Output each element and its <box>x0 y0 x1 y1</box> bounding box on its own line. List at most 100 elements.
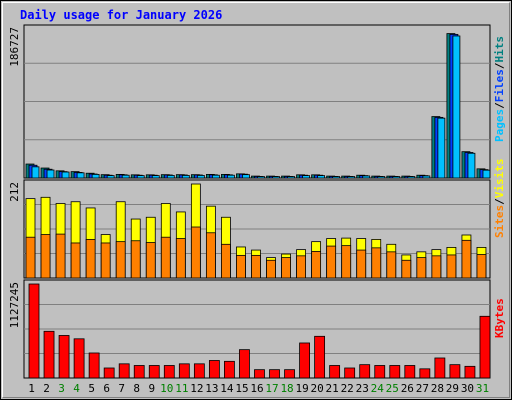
bar-sites-day-31 <box>476 254 487 279</box>
x-tick-label: 19 <box>295 382 308 395</box>
bar-pages-day-24 <box>377 176 386 179</box>
bar-sites-day-7 <box>115 241 126 279</box>
legend-entry: Files <box>493 69 506 102</box>
x-tick-label: 17 <box>265 382 278 395</box>
bar-pages-day-25 <box>392 176 401 179</box>
panel-legend: Sites/Visits <box>493 159 506 239</box>
bar-sites-day-2 <box>40 234 51 279</box>
bar-pages-day-4 <box>76 172 85 179</box>
legend-entry: Visits <box>493 159 506 199</box>
bar-pages-day-22 <box>347 176 356 179</box>
x-tick-label: 21 <box>326 382 339 395</box>
bar-sites-day-28 <box>431 255 442 279</box>
bar-sites-day-6 <box>100 242 111 279</box>
bar-kbytes-day-31 <box>479 315 491 379</box>
bar-kbytes-day-17 <box>269 369 280 379</box>
bar-kbytes-day-11 <box>178 363 190 379</box>
x-tick-label: 8 <box>133 382 140 395</box>
x-tick-label: 24 <box>371 382 385 395</box>
bar-pages-day-31 <box>482 169 491 179</box>
bar-pages-day-6 <box>106 175 115 179</box>
x-tick-label: 16 <box>250 382 263 395</box>
bar-pages-day-20 <box>317 175 326 179</box>
x-tick-label: 14 <box>220 382 234 395</box>
x-tick-label: 30 <box>461 382 474 395</box>
x-tick-label: 3 <box>58 382 65 395</box>
x-tick-label: 10 <box>160 382 173 395</box>
bar-pages-day-18 <box>287 176 295 179</box>
bar-pages-day-21 <box>332 176 341 179</box>
x-tick-label: 29 <box>446 382 459 395</box>
bar-sites-day-13 <box>205 232 216 279</box>
x-tick-label: 9 <box>148 382 155 395</box>
bar-sites-day-20 <box>311 250 322 279</box>
bar-kbytes-day-22 <box>344 367 356 379</box>
legend-entry: / <box>493 62 506 69</box>
x-tick-label: 25 <box>386 382 399 395</box>
bar-pages-day-5 <box>91 174 100 179</box>
bar-pages-day-1 <box>31 166 40 179</box>
bar-sites-day-16 <box>251 254 261 279</box>
bar-sites-day-23 <box>356 249 367 279</box>
bar-pages-day-7 <box>121 174 130 179</box>
bar-sites-day-29 <box>446 254 457 279</box>
legend-entry: Hits <box>493 36 506 63</box>
chart-title: Daily usage for January 2026 <box>20 8 223 22</box>
bar-pages-day-23 <box>362 175 371 179</box>
x-tick-label: 13 <box>205 382 218 395</box>
x-tick-label: 31 <box>476 382 489 395</box>
x-tick-label: 2 <box>43 382 50 395</box>
bar-kbytes-day-26 <box>404 365 416 379</box>
bar-kbytes-day-16 <box>254 369 265 379</box>
bar-pages-day-9 <box>151 175 160 179</box>
axis-max-label: 186727 <box>8 27 21 67</box>
bar-sites-day-19 <box>296 255 306 279</box>
bar-kbytes-day-29 <box>449 364 461 379</box>
bar-sites-day-22 <box>341 245 352 279</box>
bar-sites-day-14 <box>221 243 231 279</box>
bar-sites-day-12 <box>190 226 201 279</box>
bar-pages-day-11 <box>181 175 190 179</box>
x-tick-label: 5 <box>88 382 95 395</box>
bar-kbytes-day-1 <box>28 283 40 379</box>
bar-kbytes-day-15 <box>239 349 250 379</box>
axis-max-label: 1127245 <box>8 282 21 328</box>
legend-entry: Sites <box>493 205 506 238</box>
bar-pages-day-17 <box>272 176 280 179</box>
legend-entry: Pages <box>493 109 506 142</box>
bar-pages-day-2 <box>46 169 55 179</box>
bar-pages-day-14 <box>227 174 235 179</box>
bar-kbytes-day-18 <box>284 369 295 379</box>
bar-kbytes-day-30 <box>464 365 476 379</box>
bar-sites-day-8 <box>130 240 141 279</box>
x-tick-label: 15 <box>235 382 248 395</box>
x-axis-labels: 1 2 3 4 5 6 7 8 9 10 11 12 13 14 15 16 17 18 19 20 21 22 23 24 2… <box>28 382 489 395</box>
bar-pages-day-26 <box>407 176 416 179</box>
x-tick-label: 4 <box>73 382 80 395</box>
bar-pages-day-8 <box>136 175 145 179</box>
x-tick-label: 6 <box>103 382 110 395</box>
bar-pages-day-15 <box>242 174 250 179</box>
bar-sites-day-4 <box>70 242 81 279</box>
bar-pages-day-30 <box>467 152 476 179</box>
bar-sites-day-3 <box>55 233 66 279</box>
x-tick-label: 1 <box>28 382 35 395</box>
x-tick-label: 27 <box>416 382 429 395</box>
bar-kbytes-day-24 <box>374 365 386 379</box>
bar-kbytes-day-12 <box>193 363 205 379</box>
legend-entry: KBytes <box>493 298 506 338</box>
axis-max-label: 212 <box>8 182 21 202</box>
x-tick-label: 20 <box>311 382 324 395</box>
x-tick-label: 28 <box>431 382 444 395</box>
bar-kbytes-day-25 <box>389 365 401 379</box>
bar-kbytes-day-13 <box>208 360 220 379</box>
bar-kbytes-day-21 <box>329 365 341 379</box>
panel-legend: KBytes <box>493 298 506 338</box>
bar-sites-day-30 <box>461 239 472 279</box>
bar-kbytes-day-4 <box>73 338 85 379</box>
bar-pages-day-3 <box>61 171 70 179</box>
